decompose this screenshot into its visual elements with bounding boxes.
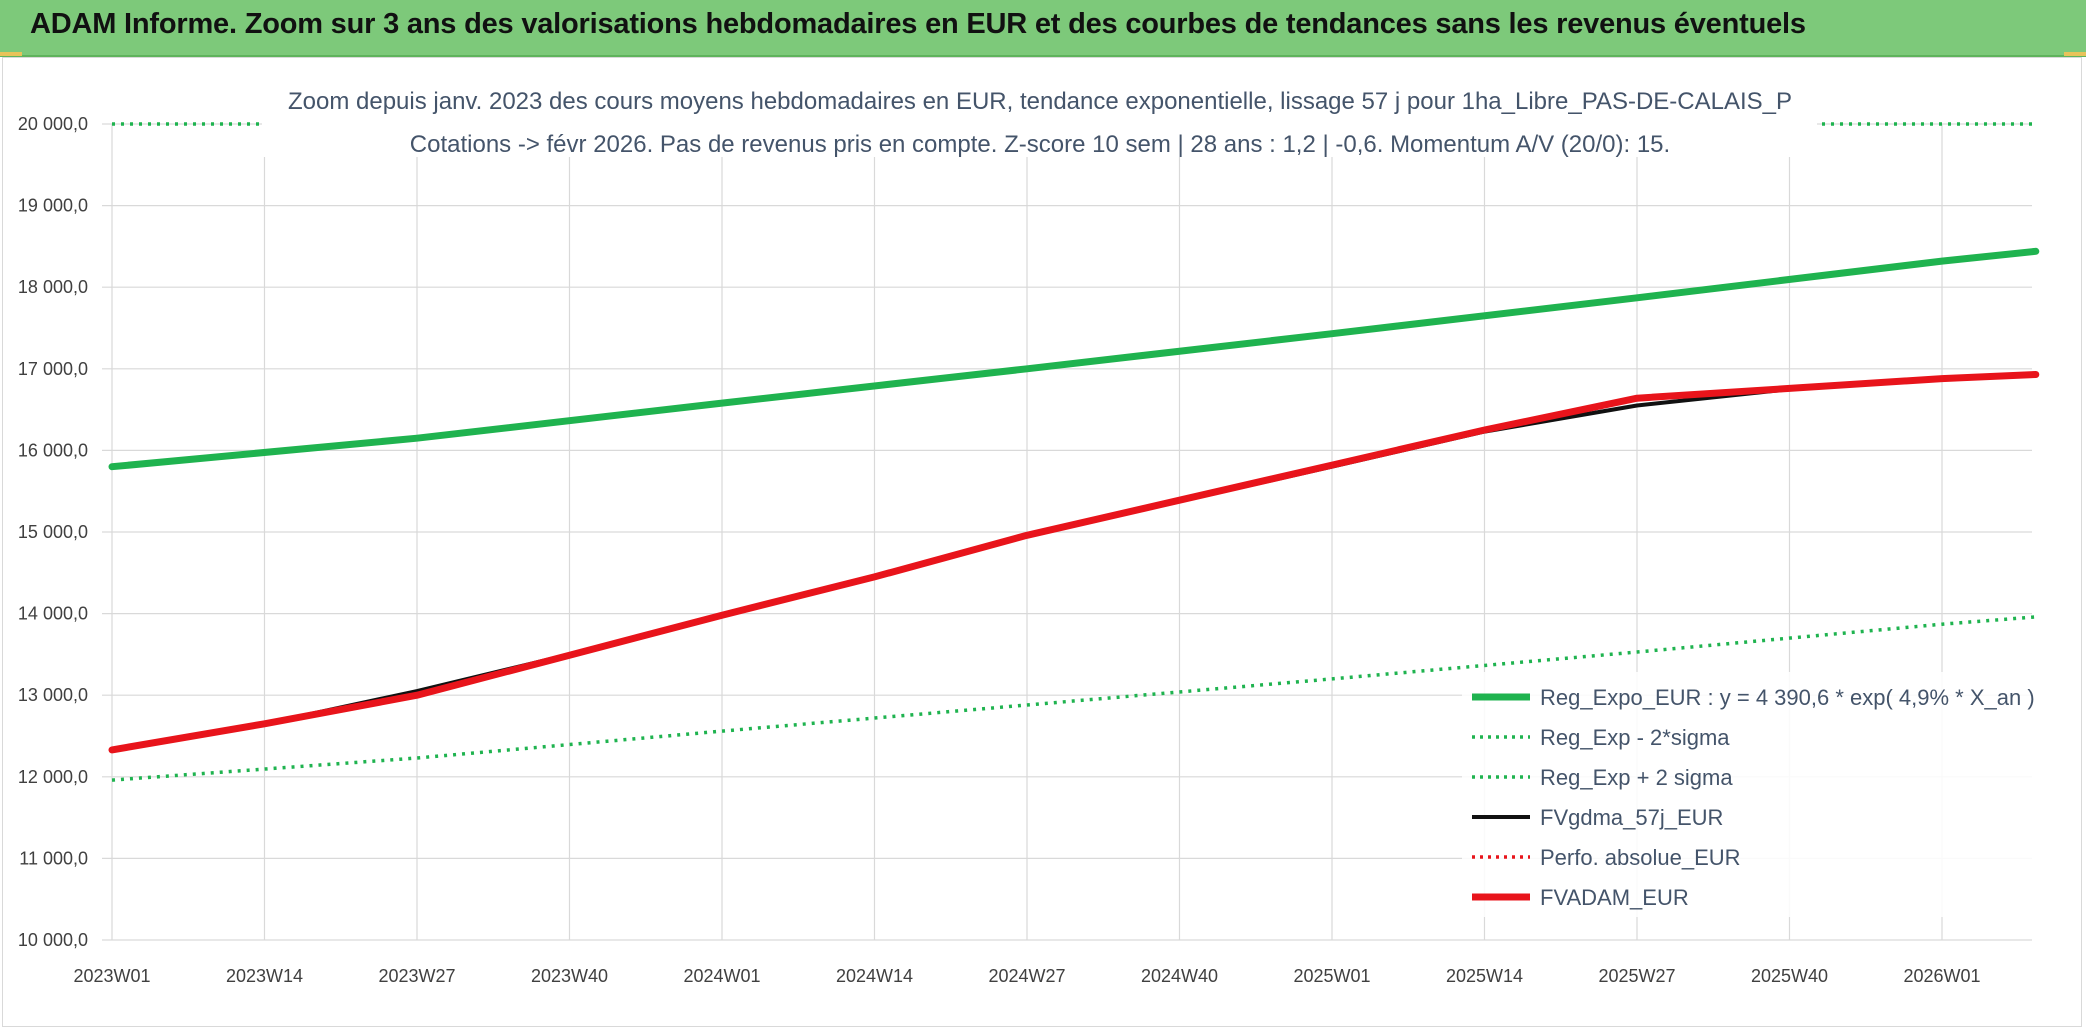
legend-background	[1462, 672, 2032, 917]
x-tick-label: 2023W01	[73, 966, 150, 986]
chart-title: Zoom depuis janv. 2023 des cours moyens …	[288, 88, 1792, 115]
legend-label: Reg_Exp - 2*sigma	[1540, 725, 1730, 750]
y-tick-label: 14 000,0	[18, 604, 88, 624]
x-tick-label: 2024W14	[836, 966, 913, 986]
x-tick-label: 2023W40	[531, 966, 608, 986]
y-tick-label: 12 000,0	[18, 767, 88, 787]
series-line-5	[108, 371, 2040, 754]
chart-frame	[2, 57, 2082, 1027]
series-line-0	[108, 247, 2040, 471]
legend-label: FVADAM_EUR	[1540, 885, 1689, 910]
y-tick-label: 16 000,0	[18, 440, 88, 460]
title-background	[262, 75, 1817, 157]
x-tick-label: 2025W14	[1446, 966, 1523, 986]
x-tick-label: 2023W27	[378, 966, 455, 986]
page-title: ADAM Informe. Zoom sur 3 ans des valoris…	[30, 8, 1806, 40]
y-tick-label: 18 000,0	[18, 277, 88, 297]
y-tick-label: 20 000,0	[18, 114, 88, 134]
header-banner: ADAM Informe. Zoom sur 3 ans des valoris…	[0, 0, 2086, 57]
legend-label: FVgdma_57j_EUR	[1540, 805, 1723, 830]
series-line-1	[111, 615, 2036, 782]
x-tick-label: 2025W40	[1751, 966, 1828, 986]
y-tick-label: 10 000,0	[18, 930, 88, 950]
x-tick-label: 2025W27	[1598, 966, 1675, 986]
x-tick-label: 2024W01	[683, 966, 760, 986]
y-tick-label: 15 000,0	[18, 522, 88, 542]
y-tick-label: 17 000,0	[18, 359, 88, 379]
corner-accent-right	[2064, 52, 2086, 56]
y-tick-label: 19 000,0	[18, 196, 88, 216]
x-tick-label: 2024W27	[988, 966, 1065, 986]
x-tick-label: 2023W14	[226, 966, 303, 986]
tick-labels: 10 000,0 11 000,0 12 000,0 13 000,0 14 000,0…	[18, 114, 1981, 986]
corner-accent-left	[0, 52, 22, 56]
legend-label: Perfo. absolue_EUR	[1540, 845, 1741, 870]
legend-label: Reg_Exp + 2 sigma	[1540, 765, 1733, 790]
y-tick-label: 13 000,0	[18, 685, 88, 705]
x-tick-label: 2026W01	[1903, 966, 1980, 986]
chart-subtitle: Cotations -> févr 2026. Pas de revenus p…	[410, 131, 1670, 158]
legend-label: Reg_Expo_EUR : y = 4 390,6 * exp( 4,9% *…	[1540, 685, 2035, 710]
legend: Reg_Expo_EUR : y = 4 390,6 * exp( 4,9% *…	[1462, 672, 2035, 917]
y-tick-label: 11 000,0	[19, 848, 88, 868]
x-tick-label: 2025W01	[1293, 966, 1370, 986]
x-tick-label: 2024W40	[1141, 966, 1218, 986]
